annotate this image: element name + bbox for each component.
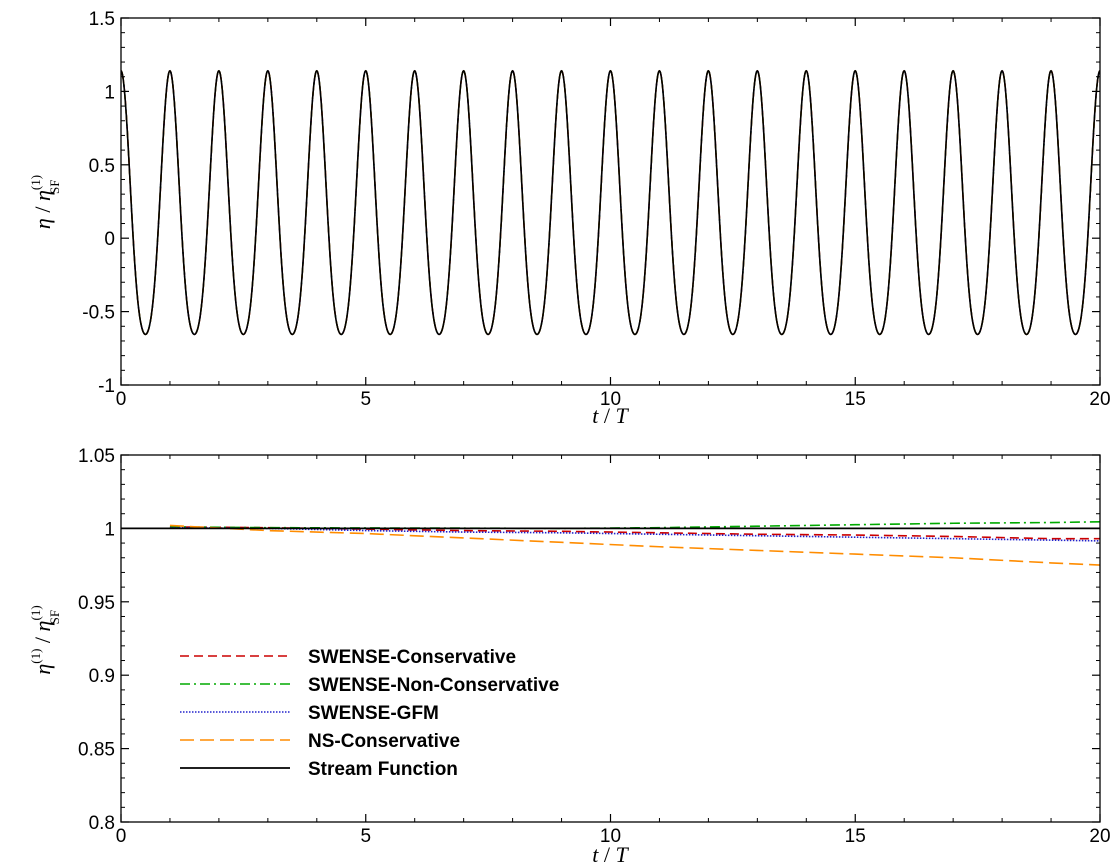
bottom-x-axis-label-T: T: [616, 842, 630, 867]
bot-y-eta: η: [30, 664, 55, 675]
bottom-y-tick-label: 0.9: [89, 666, 115, 687]
top-series-swense-conservative: [120, 69, 1101, 336]
top-y-sub: SF: [47, 179, 62, 193]
top-x-axis-label: t / T: [592, 403, 629, 428]
top-y-tick-label: 1: [104, 82, 115, 103]
bottom-x-tick-label: 15: [845, 826, 866, 847]
top-x-tick-label: 5: [360, 389, 371, 410]
bot-y-sup2: (1): [28, 605, 43, 620]
bottom-y-axis-label-text: η(1) / η(1) SF: [28, 605, 62, 674]
legend: SWENSE-Conservative SWENSE-Non-Conservati…: [180, 647, 559, 780]
legend-label-swense-conservative: SWENSE-Conservative: [308, 647, 516, 668]
bottom-x-tick-label: 5: [360, 826, 371, 847]
top-y-tick-label: -1: [98, 376, 115, 397]
bottom-y-tick-label: 1: [104, 519, 115, 540]
legend-label-stream-function: Stream Function: [308, 759, 458, 780]
top-y-tick-label: 0: [104, 229, 115, 250]
bottom-plot-area: [121, 520, 1101, 566]
top-y-tick-label: 0.5: [89, 156, 115, 177]
bottom-x-axis-label: t / T: [592, 842, 629, 867]
top-plot-frame: [120, 17, 1101, 386]
bot-y-sup1: (1): [28, 649, 43, 664]
bottom-x-axis-label-sep: /: [598, 842, 615, 867]
top-axis-ticks: 0 5 10 15 20 -1 -0.5 0 0.5 1 1.5: [82, 9, 1110, 410]
bottom-axis-ticks: 0 5 10 15 20 0.8 0.85 0.9 0.95 1 1.05: [78, 446, 1111, 847]
bot-y-eta2: η: [30, 621, 55, 632]
top-x-tick-label: 10: [600, 389, 621, 410]
top-y-tick-label: 1.5: [89, 9, 115, 30]
top-series-swense-non-conservative: [120, 69, 1101, 336]
top-y-axis-label-text: η / η(1) SF: [28, 175, 62, 229]
bottom-y-tick-label: 1.05: [78, 446, 115, 467]
bottom-x-axis-label-t: t: [592, 842, 599, 867]
bottom-plot-frame: [120, 454, 1101, 823]
top-x-axis-label-T: T: [616, 403, 630, 428]
bottom-series-ns-conservative: [169, 524, 1101, 566]
top-x-tick-label: 20: [1089, 389, 1110, 410]
bottom-y-tick-label: 0.8: [89, 813, 115, 834]
top-series-swense-gfm: [120, 69, 1101, 336]
bottom-x-tick-label: 10: [600, 826, 621, 847]
top-x-tick-label: 15: [845, 389, 866, 410]
top-plot-area: [120, 69, 1101, 336]
legend-label-swense-gfm: SWENSE-GFM: [308, 703, 439, 724]
top-series-stream-function: [120, 69, 1101, 336]
bottom-series-swense-non-conservative: [169, 520, 1101, 530]
bottom-y-tick-label: 0.95: [78, 593, 115, 614]
bottom-y-tick-label: 0.85: [78, 740, 115, 761]
bottom-series-swense-conservative: [169, 526, 1100, 540]
top-x-tick-label: 0: [116, 389, 127, 410]
legend-label-ns-conservative: NS-Conservative: [308, 731, 460, 752]
bot-y-sep: /: [30, 631, 55, 648]
top-y-tick-label: -0.5: [82, 303, 115, 324]
top-y-sep: /: [30, 201, 55, 218]
bottom-series-swense-gfm: [169, 526, 1101, 542]
top-x-axis-label-t: t: [592, 403, 599, 428]
top-y-axis-label: η / η(1) SF: [28, 175, 62, 229]
top-y-eta: η: [30, 218, 55, 229]
top-y-eta2: η: [30, 190, 55, 201]
bot-y-sub: SF: [47, 610, 62, 624]
top-series-ns-conservative: [120, 69, 1101, 336]
legend-label-swense-non-conservative: SWENSE-Non-Conservative: [308, 675, 559, 696]
bottom-y-axis-label: η(1) / η(1) SF: [28, 605, 62, 674]
bottom-x-tick-label: 20: [1089, 826, 1110, 847]
top-panel: 0 5 10 15 20-1-0.500.511.5 t / T η / η(1) SF: [28, 9, 1111, 428]
top-x-axis-label-sep: /: [598, 403, 615, 428]
bottom-x-tick-label: 0: [116, 826, 127, 847]
top-y-sup: (1): [28, 175, 43, 190]
